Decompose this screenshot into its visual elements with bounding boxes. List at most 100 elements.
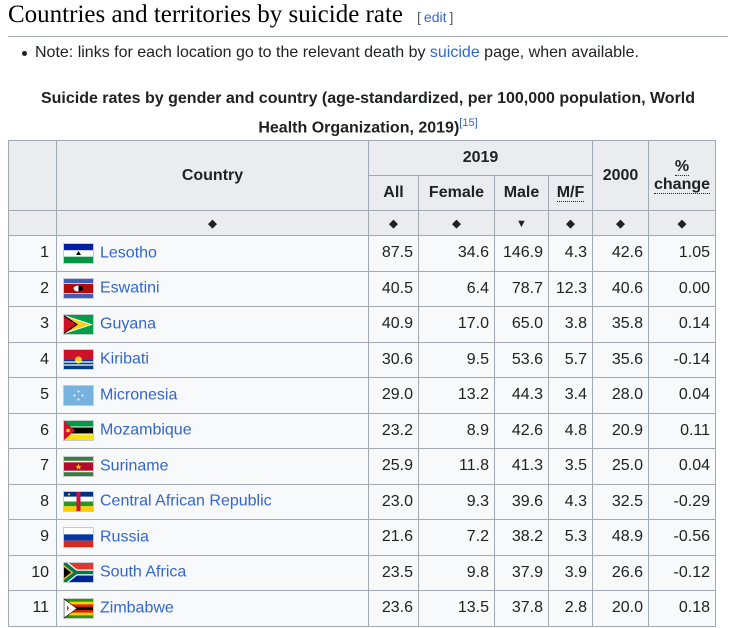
edit-section: [edit] xyxy=(417,9,454,25)
table-row: 1 Lesotho 87.5 34.6 146.9 4.3 42.6 1.05 xyxy=(8,235,717,272)
sort-descending-icon: ▼ xyxy=(516,218,527,230)
country-link[interactable]: Micronesia xyxy=(100,386,178,404)
flag-icon xyxy=(63,384,94,406)
flag-icon xyxy=(63,597,94,619)
country-link[interactable]: Kiribati xyxy=(100,350,149,368)
country-cell: Micronesia xyxy=(56,377,369,414)
all-cell: 40.9 xyxy=(368,306,419,343)
rank-cell: 1 xyxy=(8,235,57,272)
country-link[interactable]: Guyana xyxy=(100,315,157,333)
rank-cell: 7 xyxy=(8,448,57,485)
y2000-cell: 35.8 xyxy=(592,306,649,343)
flag-icon xyxy=(63,242,94,264)
sort-2000-button[interactable]: ◆ xyxy=(592,210,649,236)
mf-cell: 5.7 xyxy=(548,341,593,378)
male-cell: 37.9 xyxy=(494,554,549,591)
rank-cell: 3 xyxy=(8,306,57,343)
table-row: 6 Mozambique 23.2 8.9 42.6 4.8 20.9 0.11 xyxy=(8,412,717,449)
table-row: 11 Zimbabwe 23.6 13.5 37.8 2.8 20.0 0.18 xyxy=(8,590,717,627)
rank-cell: 8 xyxy=(8,483,57,520)
all-cell: 30.6 xyxy=(368,341,419,378)
country-link[interactable]: Zimbabwe xyxy=(100,599,174,617)
sort-icon: ◆ xyxy=(389,218,398,230)
y2000-cell: 26.6 xyxy=(592,554,649,591)
suicide-link[interactable]: suicide xyxy=(429,44,480,61)
y2000-cell: 48.9 xyxy=(592,519,649,556)
y2000-cell: 25.0 xyxy=(592,448,649,485)
section-heading: Countries and territories by suicide rat… xyxy=(8,0,728,37)
change-pct: % xyxy=(674,157,690,176)
sort-change-button[interactable]: ◆ xyxy=(647,210,717,236)
mf-cell: 3.4 xyxy=(548,377,593,414)
country-cell: Suriname xyxy=(56,448,369,485)
note-suffix: page, when available. xyxy=(479,44,639,61)
change-cell: 0.00 xyxy=(647,270,717,307)
sort-all-button[interactable]: ◆ xyxy=(368,210,419,236)
suicide-rate-table: Country 2019 2000 % change All Female Mal… xyxy=(8,140,717,627)
change-word: change xyxy=(654,175,711,194)
bullet-icon xyxy=(22,50,27,56)
change-cell: -0.12 xyxy=(647,554,717,591)
country-header: Country xyxy=(56,140,369,211)
country-cell: Mozambique xyxy=(56,412,369,449)
reference-link[interactable]: [15] xyxy=(459,117,478,129)
male-cell: 38.2 xyxy=(494,519,549,556)
country-link[interactable]: South Africa xyxy=(100,563,187,581)
sort-icon: ◆ xyxy=(208,218,217,230)
change-cell: -0.56 xyxy=(647,519,717,556)
y2000-cell: 20.0 xyxy=(592,590,649,627)
flag-icon xyxy=(63,455,94,477)
y2000-cell: 20.9 xyxy=(592,412,649,449)
section-title: Countries and territories by suicide rat… xyxy=(8,1,404,28)
change-cell: 1.05 xyxy=(647,235,717,272)
sort-icon: ◆ xyxy=(566,218,575,230)
flag-icon xyxy=(63,349,94,371)
sort-country-button[interactable]: ◆ xyxy=(56,210,369,236)
note-prefix: Note: links for each location go to the … xyxy=(35,44,430,61)
note-text: Note: links for each location go to the … xyxy=(35,42,639,64)
table-caption: Suicide rates by gender and country (age… xyxy=(0,86,736,140)
change-cell: -0.29 xyxy=(647,483,717,520)
country-link[interactable]: Central African Republic xyxy=(100,492,272,510)
mf-cell: 4.8 xyxy=(548,412,593,449)
table-row: 2 Eswatini 40.5 6.4 78.7 12.3 40.6 0.00 xyxy=(8,270,717,307)
mf-cell: 3.5 xyxy=(548,448,593,485)
flag-icon xyxy=(63,278,94,300)
table-row: 5 Micronesia 29.0 13.2 44.3 3.4 28.0 0.04 xyxy=(8,377,717,414)
all-cell: 25.9 xyxy=(368,448,419,485)
edit-link[interactable]: edit xyxy=(423,9,447,25)
rank-cell: 2 xyxy=(8,270,57,307)
male-cell: 65.0 xyxy=(494,306,549,343)
change-cell: 0.11 xyxy=(647,412,717,449)
table-row: 7 Suriname 25.9 11.8 41.3 3.5 25.0 0.04 xyxy=(8,448,717,485)
female-cell: 34.6 xyxy=(418,235,495,272)
female-header: Female xyxy=(418,175,495,211)
country-link[interactable]: Mozambique xyxy=(100,421,192,439)
female-cell: 7.2 xyxy=(418,519,495,556)
sort-female-button[interactable]: ◆ xyxy=(418,210,495,236)
country-link[interactable]: Suriname xyxy=(100,457,169,475)
change-cell: 0.18 xyxy=(647,590,717,627)
flag-icon xyxy=(63,526,94,548)
year-2019-header: 2019 xyxy=(368,140,593,176)
country-cell: Russia xyxy=(56,519,369,556)
mf-abbr: M/F xyxy=(556,184,585,202)
country-link[interactable]: Lesotho xyxy=(100,244,157,262)
country-link[interactable]: Russia xyxy=(100,528,149,546)
caption-text: Health Organization, 2019) xyxy=(258,119,460,137)
sort-male-button[interactable]: ▼ xyxy=(494,210,549,236)
change-cell: 0.04 xyxy=(647,377,717,414)
rank-cell: 5 xyxy=(8,377,57,414)
table-row: 10 South Africa 23.5 9.8 37.9 3.9 26.6 -0.12 xyxy=(8,554,717,591)
country-link[interactable]: Eswatini xyxy=(100,279,160,297)
flag-icon xyxy=(63,313,94,335)
country-cell: Eswatini xyxy=(56,270,369,307)
mf-cell: 2.8 xyxy=(548,590,593,627)
y2000-cell: 35.6 xyxy=(592,341,649,378)
y2000-cell: 42.6 xyxy=(592,235,649,272)
sort-mf-button[interactable]: ◆ xyxy=(548,210,593,236)
male-header: Male xyxy=(494,175,549,211)
flag-icon xyxy=(63,562,94,584)
flag-icon xyxy=(63,491,94,513)
flag-icon xyxy=(63,420,94,442)
